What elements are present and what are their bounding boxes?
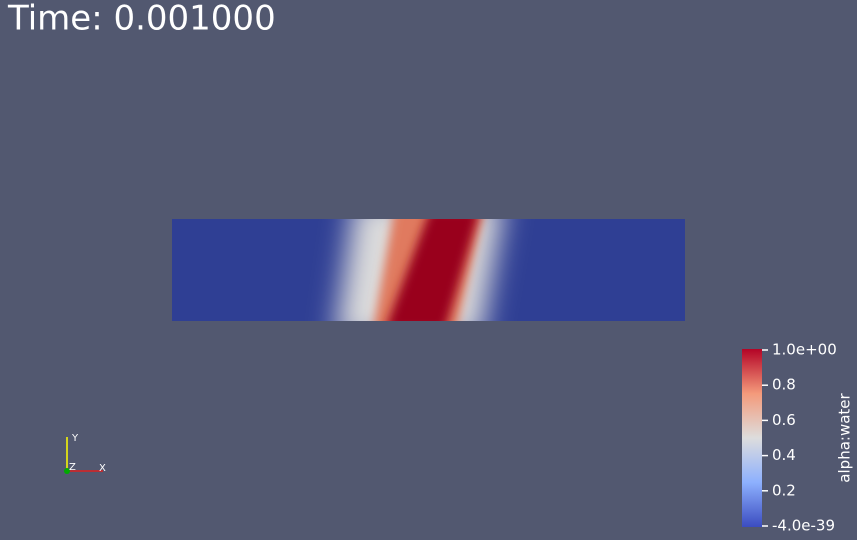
colorbar-tick-label: 0.8 <box>772 376 796 394</box>
colorbar-tick-label: 0.4 <box>772 446 796 464</box>
colorbar-title: alpha:water <box>836 392 854 482</box>
colorbar <box>742 349 762 527</box>
colorbar-tick-label: 0.2 <box>772 481 796 499</box>
colorbar-tick-label: -4.0e-39 <box>772 517 835 535</box>
water-region <box>388 219 478 321</box>
time-label: Time: 0.001000 <box>7 0 276 39</box>
z-axis <box>64 468 70 474</box>
colorbar-tick-label: 0.6 <box>772 411 796 429</box>
domain <box>172 219 685 321</box>
colorbar-tick-label: 1.0e+00 <box>772 341 837 359</box>
y-axis-label: Y <box>71 433 79 444</box>
axes-triad: Y X Z <box>64 433 106 474</box>
x-axis-label: X <box>99 463 106 474</box>
z-axis-label: Z <box>69 462 76 473</box>
